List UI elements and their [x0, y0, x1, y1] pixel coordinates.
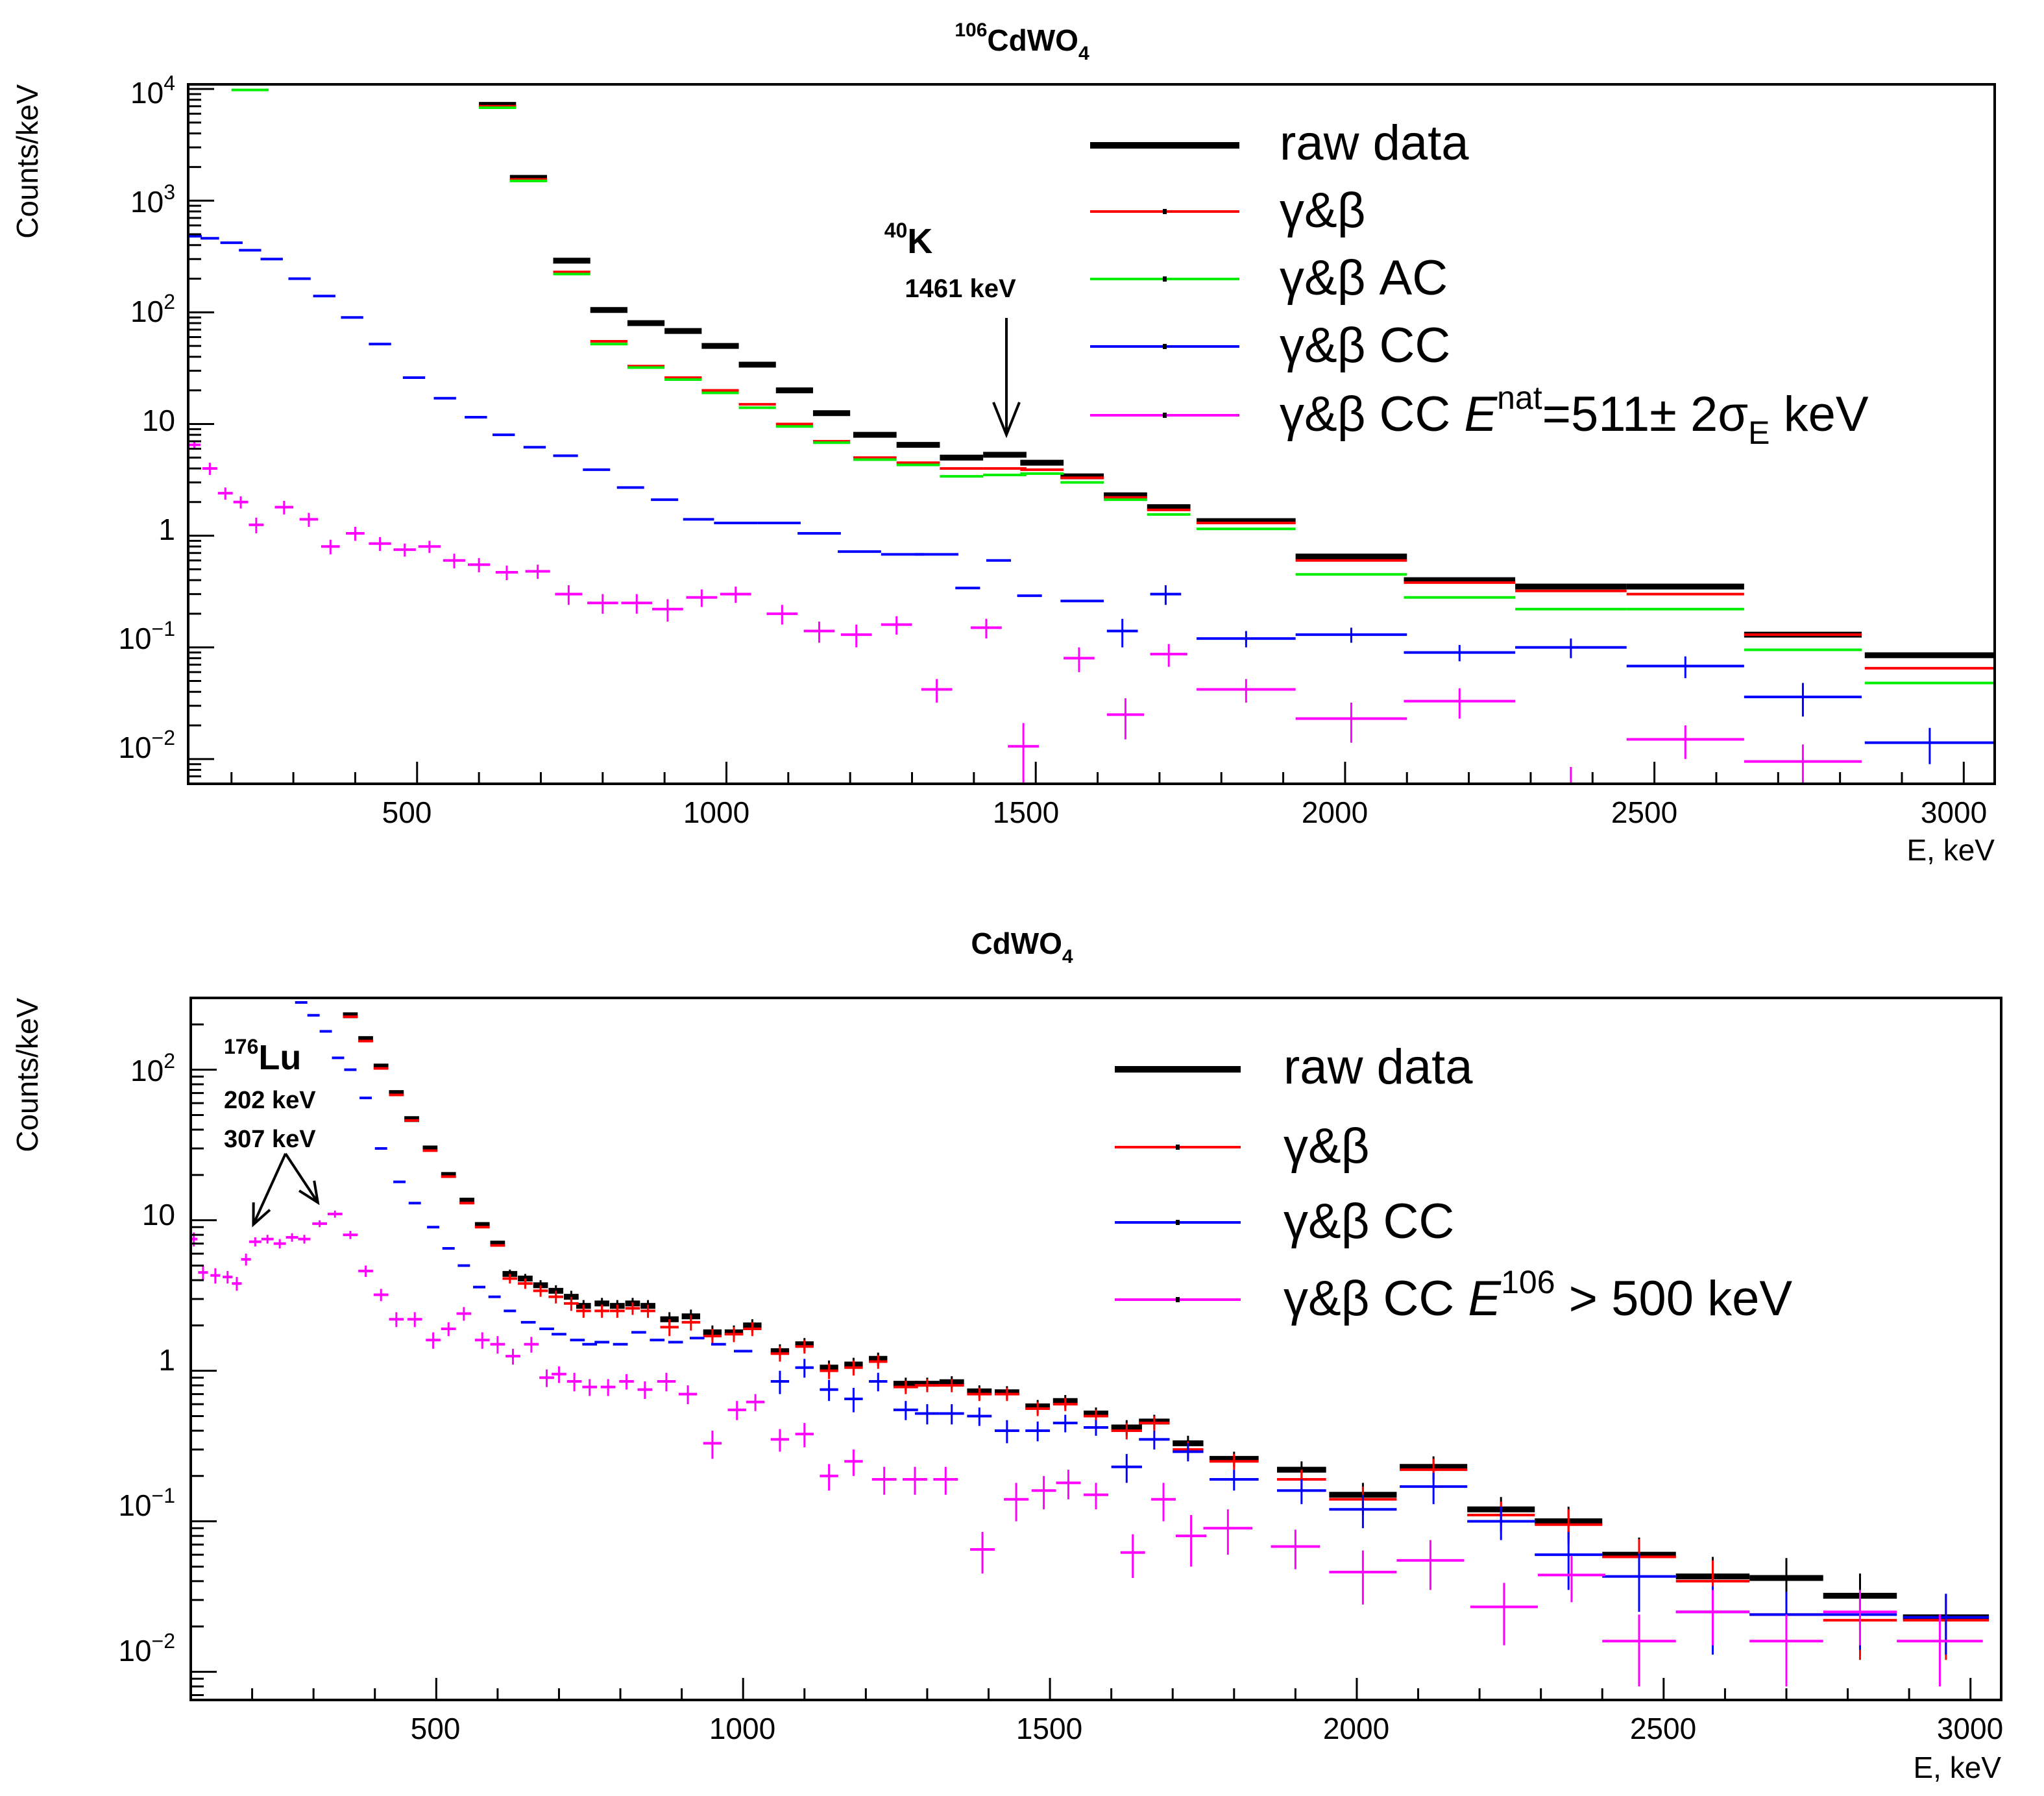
- bottom-y-axis-ticks: [191, 997, 217, 1697]
- top-panel: 106CdWO4 500 1000 1500 2000 2500 3000 10…: [10, 19, 1996, 867]
- legend-label: γ&β CC: [1280, 318, 1450, 373]
- y-tick-label: 10: [142, 1198, 175, 1232]
- annotation-arrow-shaft: [252, 1153, 287, 1225]
- x-tick-label: 500: [382, 795, 432, 829]
- legend-label: γ&β AC: [1280, 250, 1448, 306]
- legend-entry-gamma-beta: γ&β: [1090, 183, 1365, 238]
- legend-entry-gamma-beta-cc: γ&β CC: [1115, 1194, 1454, 1249]
- top-y-axis-title: Counts/keV: [10, 84, 44, 239]
- bottom-plot-area: [192, 1001, 1989, 1687]
- bottom-annotation-energy-2: 307 keV: [224, 1126, 316, 1153]
- top-annotation-label: 40K: [884, 219, 933, 261]
- top-x-tick-labels: 500 1000 1500 2000 2500 3000: [382, 795, 1988, 829]
- legend-swatch-marker: [1163, 413, 1167, 418]
- annotation-arrowhead: [298, 1180, 320, 1206]
- y-tick-label: 10: [142, 404, 175, 437]
- y-tick-label: 10−1: [118, 617, 175, 655]
- x-tick-label: 1500: [1016, 1712, 1082, 1745]
- legend-swatch-marker: [1163, 276, 1167, 282]
- bottom-x-axis-ticks: [189, 1678, 1972, 1700]
- x-tick-label: 2500: [1630, 1712, 1696, 1745]
- legend-swatch-marker: [1176, 1297, 1180, 1302]
- top-title-subscript: 4: [1078, 43, 1089, 64]
- bottom-title-main: CdWO: [971, 927, 1062, 960]
- bottom-y-axis-title: Counts/keV: [10, 998, 44, 1152]
- bottom-annotation-arrows: [252, 1152, 320, 1228]
- bottom-y-tick-labels: 102 10 1 10−1 10−2: [118, 1049, 175, 1668]
- x-tick-label: 1000: [683, 795, 749, 829]
- top-y-tick-labels: 104 103 102 10 1 10−1 10−2: [118, 71, 175, 764]
- y-tick-label: 1: [158, 1343, 175, 1377]
- series--cc: [295, 1001, 1989, 1655]
- top-x-axis-title: E, keV: [1906, 833, 1995, 867]
- legend-entry-raw-data: raw data: [1115, 1039, 1473, 1095]
- y-tick-label: 102: [130, 1049, 175, 1087]
- legend-label: γ&β CC: [1284, 1194, 1454, 1249]
- series--cc-e-511: [189, 441, 1862, 783]
- x-tick-label: 3000: [1937, 1712, 2003, 1745]
- y-tick-label: 102: [130, 290, 175, 328]
- top-panel-title: 106CdWO4: [955, 19, 1089, 64]
- top-plot-area: [189, 88, 1993, 783]
- legend-entry-gamma-beta-cc: γ&β CC: [1090, 318, 1450, 373]
- x-tick-label: 2000: [1302, 795, 1368, 829]
- top-title-main: CdWO: [987, 23, 1078, 57]
- legend-entry-raw-data: raw data: [1090, 115, 1469, 171]
- bottom-x-axis-title: E, keV: [1913, 1751, 2001, 1784]
- annotation-arrowhead: [252, 1202, 271, 1228]
- x-tick-label: 3000: [1921, 795, 1987, 829]
- series--cc: [189, 235, 1993, 764]
- bottom-plot-frame: [189, 997, 2002, 1701]
- y-tick-label: 10−1: [118, 1484, 175, 1522]
- top-x-axis-ticks: [230, 762, 1965, 784]
- series--: [479, 104, 1993, 670]
- y-tick-label: 103: [130, 180, 175, 219]
- series-raw-data: [343, 1012, 1989, 1655]
- y-tick-label: 1: [158, 513, 175, 546]
- legend-label: γ&β: [1284, 1119, 1369, 1174]
- legend-entry-gamma-beta-cc-e106: γ&β CC E106 > 500 keV: [1115, 1264, 1792, 1326]
- bottom-title-subscript: 4: [1062, 946, 1073, 967]
- top-legend: raw data γ&β γ&β AC γ&β CC γ&β CC Enat=5: [1090, 115, 1869, 451]
- bottom-x-tick-labels: 500 1000 1500 2000 2500 3000: [411, 1712, 2004, 1745]
- legend-label: raw data: [1280, 115, 1469, 171]
- legend-label: γ&β CC E106 > 500 keV: [1284, 1264, 1792, 1326]
- top-annotation-energy: 1461 keV: [905, 274, 1016, 303]
- legend-entry-gamma-beta-ac: γ&β AC: [1090, 250, 1448, 306]
- legend-label: γ&β CC Enat=511± 2σE keV: [1280, 380, 1869, 451]
- bottom-legend: raw data γ&β γ&β CC γ&β CC E106 > 500 ke…: [1115, 1039, 1792, 1326]
- y-tick-label: 10−2: [118, 726, 175, 764]
- data-series-layer: [192, 1001, 1989, 1687]
- legend-label: γ&β: [1280, 183, 1365, 238]
- bottom-annotation-energy-1: 202 keV: [224, 1087, 316, 1114]
- legend-label: raw data: [1284, 1039, 1473, 1095]
- x-tick-label: 1000: [709, 1712, 775, 1745]
- y-tick-label: 104: [130, 71, 175, 110]
- bottom-panel: CdWO4 500 1000 1500 2000 2500 3000 102 1…: [10, 927, 2003, 1784]
- series--cc-e106: [192, 1210, 1983, 1687]
- data-series-layer: [189, 88, 1993, 783]
- bottom-panel-title: CdWO4: [971, 927, 1073, 967]
- legend-swatch-marker: [1176, 1145, 1180, 1150]
- bottom-annotation-label: 176Lu: [224, 1035, 301, 1077]
- series-raw-data: [479, 102, 1993, 659]
- x-tick-label: 1500: [993, 795, 1059, 829]
- series--ac: [231, 88, 1993, 685]
- y-tick-label: 10−2: [118, 1629, 175, 1668]
- x-tick-label: 2500: [1611, 795, 1677, 829]
- legend-entry-gamma-beta-cc-511: γ&β CC Enat=511± 2σE keV: [1090, 380, 1869, 451]
- top-y-axis-ticks: [188, 88, 214, 785]
- annotation-arrow-shaft: [284, 1152, 319, 1204]
- legend-entry-gamma-beta: γ&β: [1115, 1119, 1369, 1174]
- legend-swatch-marker: [1163, 209, 1167, 214]
- series--: [343, 1015, 1989, 1660]
- legend-swatch-marker: [1163, 344, 1167, 349]
- legend-swatch-marker: [1176, 1220, 1180, 1225]
- x-tick-label: 2000: [1323, 1712, 1389, 1745]
- top-title-superscript: 106: [955, 19, 987, 41]
- top-annotation-arrowhead: [992, 402, 1021, 439]
- x-tick-label: 500: [411, 1712, 461, 1745]
